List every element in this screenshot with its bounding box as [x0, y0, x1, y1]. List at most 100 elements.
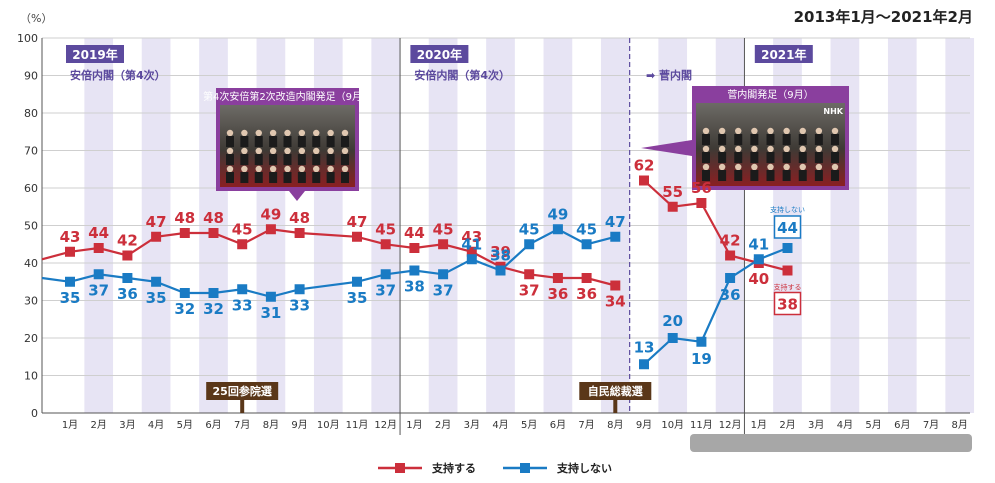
person-body-icon — [750, 134, 759, 145]
y-tick-label: 100 — [17, 32, 38, 45]
data-label: 56 — [691, 179, 712, 197]
person-icon — [799, 163, 806, 171]
photo-pointer-icon — [289, 191, 305, 201]
person-icon — [327, 147, 334, 155]
data-label: 47 — [347, 213, 368, 231]
horizontal-scrollbar[interactable] — [690, 434, 972, 452]
data-point — [151, 276, 162, 287]
person-icon — [241, 129, 248, 137]
data-label: 45 — [519, 220, 540, 238]
person-body-icon — [766, 170, 775, 181]
person-icon — [718, 145, 726, 153]
data-point — [122, 250, 133, 261]
data-point — [352, 231, 362, 242]
person-body-icon — [782, 152, 791, 163]
person-icon — [735, 163, 742, 171]
x-tick-label: 8月 — [263, 419, 279, 431]
x-tick-label: 6月 — [205, 419, 221, 431]
person-icon — [718, 127, 726, 135]
person-icon — [831, 127, 839, 135]
person-icon — [735, 145, 742, 153]
person-icon — [783, 145, 790, 153]
person-body-icon — [718, 134, 727, 145]
person-body-icon — [718, 170, 727, 181]
data-label: 33 — [232, 296, 253, 314]
x-tick-label: 5月 — [865, 419, 881, 431]
person-body-icon — [297, 136, 306, 147]
y-unit-label: （%） — [20, 12, 53, 25]
person-icon — [702, 145, 710, 153]
person-icon — [815, 127, 823, 135]
data-point — [151, 231, 162, 242]
person-icon — [831, 145, 839, 153]
person-body-icon — [814, 134, 823, 145]
person-body-icon — [269, 136, 278, 147]
data-point — [237, 284, 248, 295]
data-point — [552, 273, 563, 283]
person-icon — [799, 127, 806, 135]
end-value-box — [773, 291, 802, 316]
data-label: 41 — [461, 235, 482, 253]
person-icon — [341, 165, 349, 173]
person-icon — [226, 165, 234, 173]
data-label: 48 — [174, 209, 195, 227]
data-point — [639, 175, 649, 186]
data-point — [93, 269, 104, 280]
data-label: 43 — [461, 228, 482, 246]
person-body-icon — [326, 154, 335, 165]
data-label: 32 — [174, 300, 195, 318]
legend-swatch-marker — [395, 463, 405, 473]
data-point — [696, 336, 707, 347]
suga-cabinet-photo-caption: 菅内閣発足（9月） — [727, 88, 813, 101]
cabinet-caption: 安倍内閣（第4次） — [414, 68, 510, 82]
person-body-icon — [750, 170, 759, 181]
abe-cabinet-photo: 第4次安倍第2次改造内閣発足（9月） — [203, 88, 372, 191]
person-body-icon — [312, 136, 321, 147]
data-point — [552, 224, 563, 235]
data-label: 47 — [605, 213, 626, 231]
person-body-icon — [326, 136, 335, 147]
person-body-icon — [283, 136, 292, 147]
data-label: 38 — [490, 247, 511, 265]
person-icon — [831, 163, 839, 171]
data-label: 47 — [146, 213, 167, 231]
person-icon — [255, 147, 262, 155]
data-point — [581, 239, 592, 250]
photo-pointer-icon — [641, 140, 692, 156]
person-body-icon — [341, 136, 349, 147]
data-label: 13 — [634, 338, 655, 356]
data-point — [409, 265, 420, 276]
data-label: 44 — [777, 219, 798, 237]
year-tag-label: 2021年 — [761, 47, 806, 62]
x-tick-label: 3月 — [808, 419, 824, 431]
data-label: 40 — [748, 270, 769, 288]
person-body-icon — [283, 154, 292, 165]
person-icon — [255, 165, 262, 173]
x-tick-label: 7月 — [234, 419, 250, 431]
event-tag: 25回参院選 — [206, 382, 279, 413]
data-label: 49 — [547, 205, 568, 223]
data-label: 42 — [720, 232, 741, 250]
data-point — [725, 273, 736, 283]
person-icon — [799, 145, 806, 153]
data-point — [352, 276, 362, 287]
data-point — [466, 254, 477, 265]
person-body-icon — [782, 170, 791, 181]
data-label: 39 — [490, 243, 511, 261]
data-point — [179, 288, 190, 298]
y-tick-label: 50 — [24, 220, 38, 233]
person-icon — [284, 165, 291, 173]
period-title: 2013年1月～2021年2月 — [793, 8, 973, 26]
data-point — [265, 291, 276, 302]
person-icon — [341, 147, 349, 155]
data-point — [438, 269, 449, 280]
data-label: 44 — [88, 224, 109, 242]
event-tick — [240, 400, 245, 413]
person-icon — [226, 129, 234, 137]
x-tick-label: 10月 — [317, 419, 340, 431]
person-body-icon — [734, 170, 743, 181]
person-body-icon — [831, 152, 839, 163]
data-label: 35 — [146, 289, 167, 307]
y-tick-label: 30 — [24, 295, 38, 308]
